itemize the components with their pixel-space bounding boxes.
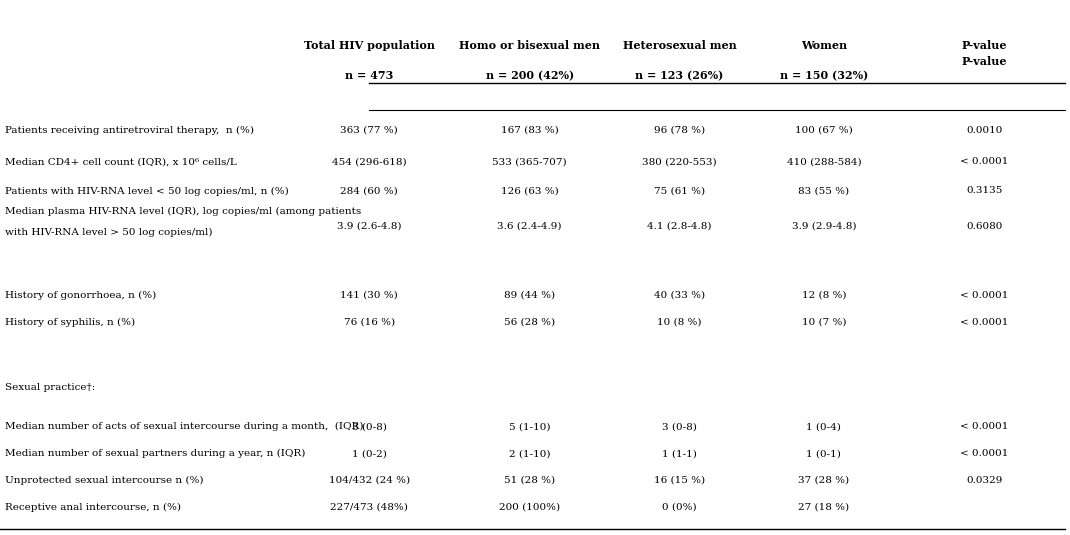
Text: 51 (28 %): 51 (28 %)	[504, 476, 555, 485]
Text: < 0.0001: < 0.0001	[960, 318, 1009, 326]
Text: 454 (296-618): 454 (296-618)	[332, 157, 407, 166]
Text: n = 123 (26%): n = 123 (26%)	[636, 71, 723, 81]
Text: 96 (78 %): 96 (78 %)	[654, 126, 705, 134]
Text: Median CD4+ cell count (IQR), x 10⁶ cells/L: Median CD4+ cell count (IQR), x 10⁶ cell…	[5, 157, 238, 166]
Text: n = 200 (42%): n = 200 (42%)	[486, 71, 574, 81]
Text: 380 (220-553): 380 (220-553)	[642, 157, 717, 166]
Text: Homo or bisexual men: Homo or bisexual men	[459, 40, 600, 51]
Text: 89 (44 %): 89 (44 %)	[504, 291, 555, 300]
Text: n = 473: n = 473	[345, 71, 394, 81]
Text: 16 (15 %): 16 (15 %)	[654, 476, 705, 485]
Text: Heterosexual men: Heterosexual men	[623, 40, 736, 51]
Text: n = 150 (32%): n = 150 (32%)	[780, 71, 868, 81]
Text: Women: Women	[800, 40, 847, 51]
Text: 141 (30 %): 141 (30 %)	[340, 291, 398, 300]
Text: 1 (0-2): 1 (0-2)	[352, 449, 386, 458]
Text: 12 (8 %): 12 (8 %)	[801, 291, 846, 300]
Text: Median number of acts of sexual intercourse during a month,  (IQR): Median number of acts of sexual intercou…	[5, 422, 364, 432]
Text: 3 (0-8): 3 (0-8)	[352, 423, 386, 431]
Text: 1 (1-1): 1 (1-1)	[662, 449, 697, 458]
Text: 3.9 (2.6-4.8): 3.9 (2.6-4.8)	[337, 222, 401, 231]
Text: Total HIV population: Total HIV population	[304, 40, 434, 51]
Text: 83 (55 %): 83 (55 %)	[798, 187, 850, 195]
Text: Patients receiving antiretroviral therapy,  n (%): Patients receiving antiretroviral therap…	[5, 125, 255, 135]
Text: 100 (67 %): 100 (67 %)	[795, 126, 853, 134]
Text: < 0.0001: < 0.0001	[960, 423, 1009, 431]
Text: 0.0329: 0.0329	[966, 476, 1003, 485]
Text: 200 (100%): 200 (100%)	[499, 503, 561, 511]
Text: Patients with HIV-RNA level < 50 log copies/ml, n (%): Patients with HIV-RNA level < 50 log cop…	[5, 186, 289, 196]
Text: Median number of sexual partners during a year, n (IQR): Median number of sexual partners during …	[5, 449, 306, 458]
Text: 10 (8 %): 10 (8 %)	[657, 318, 702, 326]
Text: 227/473 (48%): 227/473 (48%)	[331, 503, 408, 511]
Text: 2 (1-10): 2 (1-10)	[509, 449, 550, 458]
Text: 3.6 (2.4-4.9): 3.6 (2.4-4.9)	[498, 222, 562, 231]
Text: 56 (28 %): 56 (28 %)	[504, 318, 555, 326]
Text: 410 (288-584): 410 (288-584)	[786, 157, 861, 166]
Text: 0.0010: 0.0010	[966, 126, 1003, 134]
Text: Receptive anal intercourse, n (%): Receptive anal intercourse, n (%)	[5, 502, 181, 512]
Text: 40 (33 %): 40 (33 %)	[654, 291, 705, 300]
Text: < 0.0001: < 0.0001	[960, 449, 1009, 458]
Text: < 0.0001: < 0.0001	[960, 157, 1009, 166]
Text: P-value: P-value	[962, 56, 1007, 67]
Text: with HIV-RNA level > 50 log copies/ml): with HIV-RNA level > 50 log copies/ml)	[5, 228, 213, 238]
Text: 1 (0-4): 1 (0-4)	[807, 423, 841, 431]
Text: 104/432 (24 %): 104/432 (24 %)	[328, 476, 410, 485]
Text: P-value: P-value	[962, 40, 1007, 51]
Text: Median plasma HIV-RNA level (IQR), log copies/ml (among patients: Median plasma HIV-RNA level (IQR), log c…	[5, 207, 362, 216]
Text: 0.3135: 0.3135	[966, 187, 1003, 195]
Text: 533 (365-707): 533 (365-707)	[492, 157, 567, 166]
Text: 10 (7 %): 10 (7 %)	[801, 318, 846, 326]
Text: 27 (18 %): 27 (18 %)	[798, 503, 850, 511]
Text: 3 (0-8): 3 (0-8)	[662, 423, 697, 431]
Text: 76 (16 %): 76 (16 %)	[343, 318, 395, 326]
Text: 4.1 (2.8-4.8): 4.1 (2.8-4.8)	[647, 222, 712, 231]
Text: 37 (28 %): 37 (28 %)	[798, 476, 850, 485]
Text: 0.6080: 0.6080	[966, 222, 1003, 231]
Text: 3.9 (2.9-4.8): 3.9 (2.9-4.8)	[792, 222, 856, 231]
Text: Sexual practice†:: Sexual practice†:	[5, 384, 95, 392]
Text: Unprotected sexual intercourse n (%): Unprotected sexual intercourse n (%)	[5, 476, 204, 485]
Text: 126 (63 %): 126 (63 %)	[501, 187, 559, 195]
Text: < 0.0001: < 0.0001	[960, 291, 1009, 300]
Text: History of syphilis, n (%): History of syphilis, n (%)	[5, 317, 136, 327]
Text: 363 (77 %): 363 (77 %)	[340, 126, 398, 134]
Text: 75 (61 %): 75 (61 %)	[654, 187, 705, 195]
Text: 5 (1-10): 5 (1-10)	[509, 423, 550, 431]
Text: History of gonorrhoea, n (%): History of gonorrhoea, n (%)	[5, 291, 156, 300]
Text: 0 (0%): 0 (0%)	[662, 503, 697, 511]
Text: 167 (83 %): 167 (83 %)	[501, 126, 559, 134]
Text: 1 (0-1): 1 (0-1)	[807, 449, 841, 458]
Text: 284 (60 %): 284 (60 %)	[340, 187, 398, 195]
